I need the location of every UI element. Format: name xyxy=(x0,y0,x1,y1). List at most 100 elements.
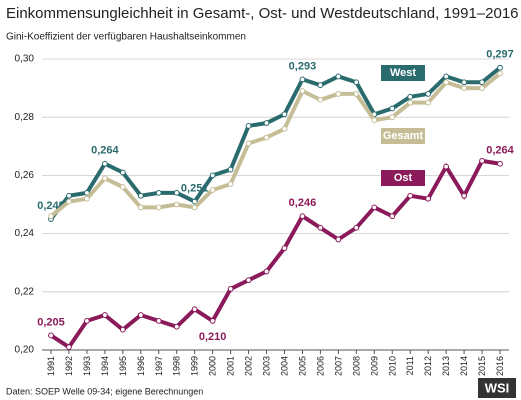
point xyxy=(425,99,432,106)
point xyxy=(461,85,467,91)
y-tick-label: 0,22 xyxy=(15,286,35,297)
point xyxy=(407,93,414,100)
point xyxy=(407,99,414,106)
x-tick-label: 2003 xyxy=(262,356,272,376)
point xyxy=(227,166,234,173)
point xyxy=(335,73,342,80)
point xyxy=(173,323,180,330)
point xyxy=(479,79,485,86)
point xyxy=(209,172,216,179)
x-tick-label: 2016 xyxy=(495,356,505,376)
series-line xyxy=(49,66,502,221)
point xyxy=(245,140,252,147)
y-tick-label: 0,30 xyxy=(15,54,35,65)
point xyxy=(173,189,180,196)
point xyxy=(443,79,450,86)
point xyxy=(101,312,108,318)
point xyxy=(299,76,306,83)
legend-box xyxy=(381,170,425,186)
x-tick-label: 2007 xyxy=(333,356,343,376)
x-tick-label: 2001 xyxy=(226,356,236,376)
point xyxy=(245,123,252,129)
point xyxy=(407,192,414,199)
x-tick-label: 2008 xyxy=(351,356,361,376)
point xyxy=(443,73,450,80)
value-label: 0,264 xyxy=(91,145,119,157)
x-tick-label: 2014 xyxy=(459,356,469,376)
value-label: 0,246 xyxy=(289,197,317,209)
point xyxy=(371,204,378,211)
x-tick-label: 2011 xyxy=(405,356,415,375)
point xyxy=(497,64,503,71)
point xyxy=(443,163,450,170)
point xyxy=(353,224,360,231)
point xyxy=(335,236,342,243)
logo: WSI xyxy=(485,380,510,395)
point xyxy=(227,181,234,188)
point xyxy=(191,198,198,205)
x-tick-label: 2012 xyxy=(423,356,433,376)
point xyxy=(281,111,288,118)
x-tick-label: 1994 xyxy=(100,356,110,376)
point xyxy=(389,213,396,220)
x-tick-label: 1993 xyxy=(82,356,92,376)
point xyxy=(84,189,90,196)
x-tick-label: 2013 xyxy=(441,356,451,376)
x-tick-label: 1991 xyxy=(46,356,56,376)
point xyxy=(155,204,162,211)
point xyxy=(227,285,234,292)
point xyxy=(101,175,108,182)
x-tick-label: 1999 xyxy=(190,356,200,376)
chart-subtitle: Gini-Koeffizient der verfügbaren Haushal… xyxy=(6,32,246,43)
value-label: 0,264 xyxy=(486,145,514,157)
point xyxy=(245,277,252,284)
point xyxy=(353,79,360,86)
point xyxy=(479,85,485,91)
legend-label: West xyxy=(390,67,416,79)
point xyxy=(48,213,54,220)
point xyxy=(263,134,270,141)
x-tick-label: 2004 xyxy=(279,356,289,376)
point xyxy=(84,318,90,324)
point xyxy=(209,318,216,324)
point xyxy=(119,169,126,176)
legend-label: Ost xyxy=(394,172,413,184)
point xyxy=(173,201,180,208)
point xyxy=(48,332,54,339)
point xyxy=(497,70,503,77)
point xyxy=(191,204,198,211)
value-label: 0,251 xyxy=(181,182,209,194)
value-label: 0,293 xyxy=(289,60,317,72)
legend-label: Gesamt xyxy=(383,130,424,142)
x-tick-label: 2000 xyxy=(208,356,218,376)
legend-box xyxy=(381,128,425,144)
point xyxy=(66,192,72,199)
series-line xyxy=(49,158,501,350)
point xyxy=(66,198,72,205)
point xyxy=(66,344,72,350)
point xyxy=(137,192,144,199)
point xyxy=(335,91,342,97)
x-tick-label: 2002 xyxy=(244,356,254,376)
point xyxy=(317,82,324,89)
value-label: 0,210 xyxy=(199,331,227,343)
x-tick-label: 2015 xyxy=(477,356,487,376)
x-tick-label: 1996 xyxy=(136,356,146,376)
value-label: 0,297 xyxy=(486,49,514,61)
point xyxy=(263,120,270,126)
point xyxy=(317,224,324,231)
x-tick-label: 2005 xyxy=(297,356,307,376)
value-label: 0,205 xyxy=(37,316,65,328)
point xyxy=(155,318,162,324)
y-tick-label: 0,24 xyxy=(15,228,35,239)
y-tick-label: 0,26 xyxy=(15,170,35,181)
point xyxy=(119,184,126,190)
point xyxy=(299,88,306,94)
point xyxy=(119,326,126,333)
x-tick-label: 2009 xyxy=(369,356,379,376)
point xyxy=(479,157,485,164)
y-tick-label: 0,28 xyxy=(15,112,35,123)
legend-box xyxy=(381,65,425,81)
x-tick-label: 1997 xyxy=(154,356,164,376)
